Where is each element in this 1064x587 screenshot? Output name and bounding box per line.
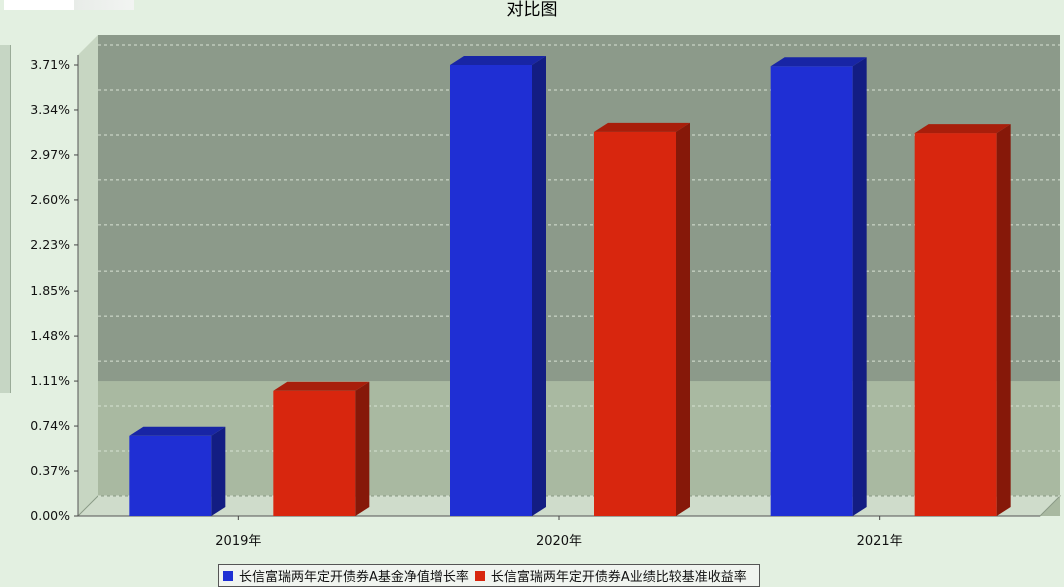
x-tick-label-1: 2019年: [215, 534, 261, 549]
bar-top: [273, 381, 370, 391]
bar-front: [450, 65, 532, 516]
bar-front: [770, 66, 853, 516]
x-tick-label-2: 2020年: [536, 534, 582, 549]
bar-1-2: [450, 56, 546, 516]
bar-top: [450, 56, 546, 65]
window-frame-edge: [0, 45, 11, 393]
y-tick-label: 2.23%: [30, 237, 70, 252]
bar-side: [996, 124, 1011, 516]
bar-chart: 0.00% 0.37% 0.74% 1.11% 1.48% 1.85% 2.23% 2.60%…: [30, 35, 1062, 549]
x-axis-ticks: 2019年 2020年 2021年: [215, 516, 903, 549]
x-tick-label-3: 2021年: [857, 534, 903, 549]
y-tick-label: 0.00%: [30, 508, 70, 523]
legend-swatch-1: [223, 570, 233, 581]
y-tick-label: 3.34%: [30, 102, 70, 117]
bar-side: [211, 426, 226, 516]
bar-front: [129, 435, 212, 516]
bar-2-1: [273, 381, 370, 516]
bar-side: [355, 381, 370, 516]
plot-background: [76, 35, 1062, 517]
legend-label-1: 长信富瑞两年定开债券A基金净值增长率: [239, 570, 469, 585]
window-title-fragment: [4, 0, 134, 10]
legend-item-2: 长信富瑞两年定开债券A业绩比较基准收益率: [474, 566, 747, 585]
y-tick-label: 3.71%: [30, 57, 70, 72]
bar-side: [852, 57, 867, 516]
plot-side-wall: [78, 35, 98, 516]
legend-item-1: 长信富瑞两年定开债券A基金净值增长率: [223, 566, 469, 585]
bar-top: [129, 426, 226, 436]
legend-label-2: 长信富瑞两年定开债券A业绩比较基准收益率: [490, 570, 747, 585]
bar-1-3: [770, 57, 867, 516]
y-tick-label: 0.37%: [30, 463, 70, 478]
y-tick-label: 1.85%: [30, 283, 70, 298]
y-axis-ticks: 0.00% 0.37% 0.74% 1.11% 1.48% 1.85% 2.23% 2.60%…: [30, 57, 78, 523]
chart-title: 对比图: [506, 0, 558, 20]
bar-2-2: [594, 122, 690, 517]
legend-swatch-2: [474, 570, 485, 581]
bar-front: [273, 390, 356, 516]
bars: [129, 56, 1011, 517]
bar-side: [532, 56, 546, 516]
bar-front: [594, 131, 676, 516]
bar-side: [676, 122, 690, 517]
bar-1-1: [129, 426, 226, 516]
y-tick-label: 2.60%: [30, 192, 70, 207]
bar-2-3: [914, 124, 1011, 516]
bar-top: [770, 57, 867, 67]
y-tick-label: 2.97%: [30, 147, 70, 162]
bar-top: [914, 124, 1011, 134]
bar-front: [914, 133, 997, 516]
plot-upper-overlay: [98, 35, 1060, 382]
gridlines: [98, 44, 1060, 497]
legend: 长信富瑞两年定开债券A基金净值增长率 长信富瑞两年定开债券A业绩比较基准收益率: [218, 564, 760, 587]
y-tick-label: 1.11%: [30, 373, 70, 388]
y-tick-label: 1.48%: [30, 328, 70, 343]
y-tick-label: 0.74%: [30, 418, 70, 433]
bar-top: [594, 122, 690, 132]
